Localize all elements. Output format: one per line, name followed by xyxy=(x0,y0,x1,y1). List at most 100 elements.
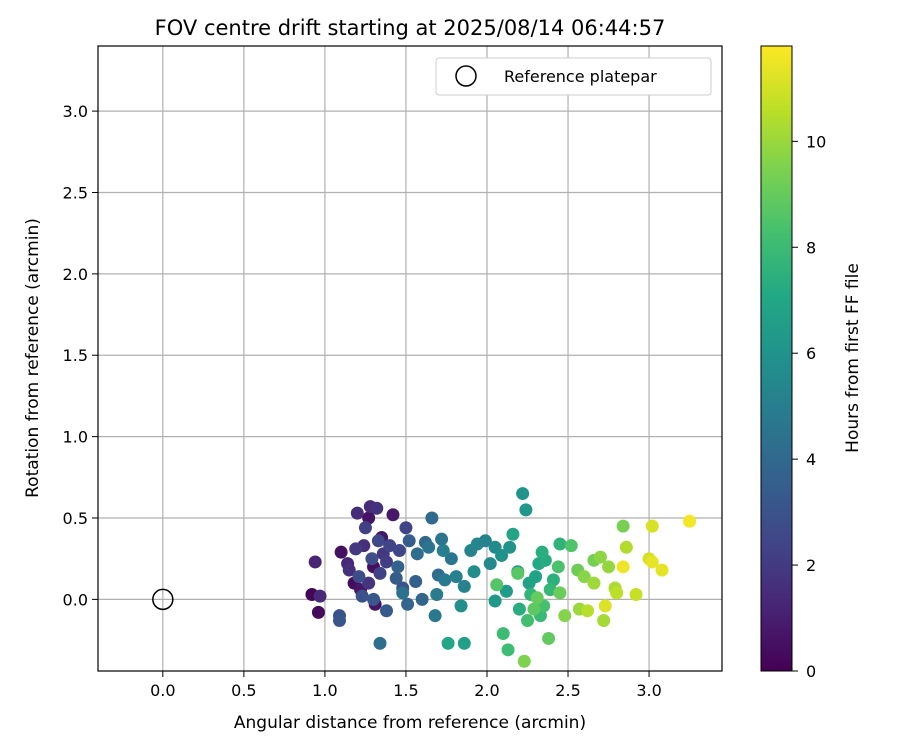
legend-box xyxy=(435,57,712,96)
data-points xyxy=(305,487,697,668)
data-point xyxy=(422,540,436,554)
data-point xyxy=(683,514,697,528)
data-point xyxy=(425,511,439,525)
data-point xyxy=(428,609,442,623)
y-tick-label: 2.0 xyxy=(63,265,88,284)
data-point xyxy=(490,578,504,592)
x-tick-label: 2.0 xyxy=(474,681,499,700)
grid-lines xyxy=(98,46,722,671)
y-tick-label: 1.5 xyxy=(63,346,88,365)
data-point xyxy=(553,537,567,551)
data-point xyxy=(587,576,601,590)
data-point xyxy=(308,555,322,569)
data-point xyxy=(593,550,607,564)
data-point xyxy=(415,592,429,606)
colorbar-ticks: 0 2 4 6 8 10 xyxy=(792,132,826,681)
data-point xyxy=(379,555,393,569)
data-point xyxy=(441,636,455,650)
data-point xyxy=(610,586,624,600)
data-point xyxy=(645,555,659,569)
data-point xyxy=(558,609,572,623)
x-axis-ticks: 0.0 0.5 1.0 1.5 2.0 2.5 3.0 xyxy=(150,671,662,700)
data-point xyxy=(373,636,387,650)
y-tick-label: 0.5 xyxy=(63,509,88,528)
colorbar-tick-label: 6 xyxy=(806,344,816,363)
data-point xyxy=(542,631,556,645)
colorbar-label: Hours from first FF file xyxy=(843,263,863,453)
data-point xyxy=(371,534,385,548)
data-point xyxy=(362,511,376,525)
data-point xyxy=(629,588,643,602)
data-point xyxy=(529,570,543,584)
reference-marker xyxy=(152,588,174,611)
data-point xyxy=(511,566,525,580)
data-point xyxy=(499,584,513,598)
data-point xyxy=(616,519,630,533)
data-point xyxy=(564,539,578,553)
legend-open-circle-icon xyxy=(455,65,477,87)
data-point xyxy=(501,643,515,657)
data-point xyxy=(457,636,471,650)
x-tick-label: 0.0 xyxy=(150,681,175,700)
data-point xyxy=(358,521,372,535)
data-point xyxy=(517,654,531,668)
y-axis-ticks: 0.0 0.5 1.0 1.5 2.0 2.5 3.0 xyxy=(63,102,98,609)
data-point xyxy=(496,627,510,641)
data-point xyxy=(449,570,463,584)
data-point xyxy=(410,547,424,561)
x-tick-label: 3.0 xyxy=(636,681,661,700)
data-point xyxy=(367,592,381,606)
data-point xyxy=(383,539,397,553)
colorbar: 0 2 4 6 8 10 Hours from first FF file xyxy=(760,45,863,681)
data-point xyxy=(553,586,567,600)
reference-platepar-point xyxy=(152,588,174,611)
data-point xyxy=(454,599,468,613)
data-point xyxy=(457,579,471,593)
data-point xyxy=(546,573,560,587)
x-axis-label: Angular distance from reference (arcmin) xyxy=(234,713,586,733)
data-point xyxy=(392,544,406,558)
data-point xyxy=(551,560,565,574)
data-point xyxy=(577,570,591,584)
data-point xyxy=(519,503,533,517)
data-point xyxy=(597,614,611,628)
data-point xyxy=(645,519,659,533)
colorbar-tick-label: 0 xyxy=(806,662,816,681)
data-point xyxy=(527,602,541,616)
data-point xyxy=(655,563,669,577)
x-tick-label: 2.5 xyxy=(555,681,580,700)
data-point xyxy=(478,534,492,548)
y-tick-label: 2.5 xyxy=(63,183,88,202)
data-point xyxy=(352,570,366,584)
plot-frame xyxy=(97,45,723,672)
data-point xyxy=(516,487,530,501)
data-point xyxy=(495,548,509,562)
data-point xyxy=(436,544,450,558)
legend: Reference platepar xyxy=(435,57,712,96)
data-point xyxy=(438,573,452,587)
data-point xyxy=(488,594,502,608)
data-point xyxy=(602,560,616,574)
data-point xyxy=(616,560,630,574)
colorbar-tick-label: 8 xyxy=(806,238,816,257)
colorbar-tick-label: 2 xyxy=(806,556,816,575)
data-point xyxy=(342,563,356,577)
data-point xyxy=(373,566,387,580)
data-point xyxy=(467,565,481,579)
data-point xyxy=(350,506,364,520)
data-point xyxy=(409,574,423,588)
legend-entry-label: Reference platepar xyxy=(504,67,657,86)
data-point xyxy=(402,534,416,548)
data-point xyxy=(530,591,544,605)
y-tick-label: 1.0 xyxy=(63,428,88,447)
data-point xyxy=(580,604,594,618)
data-point xyxy=(313,589,327,603)
data-point xyxy=(435,532,449,546)
colorbar-tick-label: 4 xyxy=(806,450,816,469)
data-point xyxy=(311,605,325,619)
data-point xyxy=(399,521,413,535)
x-tick-label: 0.5 xyxy=(231,681,256,700)
data-point xyxy=(535,545,549,559)
data-point xyxy=(334,545,348,559)
